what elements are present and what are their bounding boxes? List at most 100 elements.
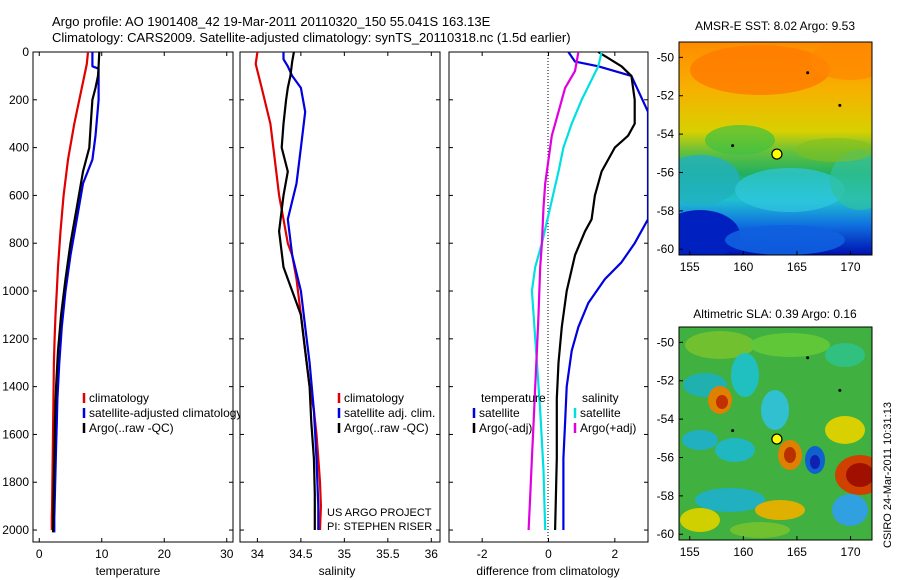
- figure-title: Argo profile: AO 1901408_42 19-Mar-2011 …: [52, 14, 491, 29]
- depth-tick-label: 800: [9, 236, 29, 250]
- sla-argo-marker: [731, 356, 842, 445]
- difference-xlabel: difference from climatology: [476, 564, 619, 578]
- sla-lon-tick-label: 160: [733, 545, 753, 559]
- salinity-series-argo-raw-qc-: [278, 52, 316, 530]
- sla-map-ticks: 155 160 165 170 -50 -52 -54 -56 -58 -60: [657, 335, 861, 559]
- temperature-y-ticks: 0 200 400 600 800 1000 1200 1400 1600 1800 2000: [2, 45, 233, 537]
- salinity-xtick-label: 36: [425, 547, 439, 561]
- sla-lat-tick-label: -60: [657, 527, 675, 541]
- difference-legend-entry-label: satellite: [479, 406, 520, 420]
- salinity-xtick-label: 35: [338, 547, 352, 561]
- depth-tick-label: 2000: [2, 523, 29, 537]
- sst-field: [679, 42, 872, 255]
- depth-tick-label: 200: [9, 93, 29, 107]
- sst-lon-tick-label: 165: [787, 260, 807, 274]
- temperature-xtick-label: 10: [95, 547, 109, 561]
- salinity-xlabel: salinity: [319, 564, 356, 578]
- temperature-panel: 0 200 400 600 800 1000 1200 1400 1600 1800 2000 0 1…: [2, 45, 242, 578]
- sla-lat-tick-label: -56: [657, 450, 675, 464]
- sst-float-dot: [838, 103, 842, 107]
- salinity-legend-entry-label: Argo(..raw -QC): [344, 421, 429, 435]
- figure-subtitle: Climatology: CARS2009. Satellite-adjuste…: [52, 30, 571, 45]
- sst-lat-tick-label: -56: [657, 165, 675, 179]
- depth-tick-label: 600: [9, 188, 29, 202]
- sla-argo-position-marker: [771, 433, 783, 445]
- salinity-lines: [254, 52, 322, 531]
- sst-map-title: AMSR-E SST: 8.02 Argo: 9.53: [695, 19, 855, 33]
- sst-lat-tick-label: -50: [657, 50, 675, 64]
- sla-lon-tick-label: 155: [680, 545, 700, 559]
- difference-xtick-label: -2: [477, 547, 488, 561]
- depth-tick-label: 1800: [2, 475, 29, 489]
- sst-map-ticks: 155 160 165 170 -50 -52 -54 -56 -58 -60: [657, 50, 861, 274]
- sla-float-dot: [838, 388, 842, 392]
- sla-float-dot: [806, 356, 810, 360]
- salinity-panel: 34 34.5 35 35.5 36 salinity climatologysatel…: [239, 51, 441, 578]
- depth-tick-label: 1200: [2, 332, 29, 346]
- sla-lat-tick-label: -54: [657, 412, 675, 426]
- difference-legend: temperature salinitysatelliteArgo(-adj)sa…: [472, 391, 636, 435]
- salinity-y-ticks: [240, 51, 440, 531]
- sla-map: Altimetric SLA: 0.39 Argo: 0.16: [657, 307, 873, 559]
- legend-salinity-heading: salinity: [582, 391, 619, 405]
- temperature-series-climatology: [50, 52, 90, 530]
- salinity-legend-entry-label: climatology: [344, 391, 404, 405]
- difference-legend-entry-label: Argo(+adj): [580, 421, 636, 435]
- depth-tick-label: 400: [9, 141, 29, 155]
- sst-lat-tick-label: -54: [657, 127, 675, 141]
- sst-lat-tick-label: -60: [657, 242, 675, 256]
- sla-lat-tick-label: -58: [657, 489, 675, 503]
- pi-credit: PI: STEPHEN RISER: [327, 521, 432, 533]
- sla-lon-tick-label: 170: [841, 545, 861, 559]
- sst-float-dot: [731, 144, 735, 148]
- temperature-series-satellite-adjusted-climatology: [53, 52, 100, 533]
- difference-lines: [527, 52, 648, 531]
- sst-float-dot: [806, 71, 810, 75]
- salinity-xtick-label: 35.5: [376, 547, 400, 561]
- difference-series-temperature-argo-adj-: [554, 52, 636, 531]
- depth-tick-label: 1600: [2, 427, 29, 441]
- sla-lat-tick-label: -52: [657, 374, 675, 388]
- temperature-axes-box: [32, 51, 234, 543]
- temperature-xtick-label: 20: [158, 547, 172, 561]
- sst-argo-position-marker: [771, 148, 783, 160]
- temperature-xlabel: temperature: [96, 564, 161, 578]
- temperature-xtick-label: 0: [36, 547, 43, 561]
- salinity-xtick-label: 34: [251, 547, 265, 561]
- difference-series-temperature-satellite: [562, 52, 648, 530]
- difference-xtick-label: 0: [545, 547, 552, 561]
- sst-lon-tick-label: 170: [841, 260, 861, 274]
- sst-map: AMSR-E SST: 8.02 Argo: 9.53 155 160 165 170…: [657, 19, 873, 274]
- sla-lon-tick-label: 165: [787, 545, 807, 559]
- temperature-series-argo-raw-qc-: [51, 52, 101, 533]
- sla-map-frame: [678, 326, 873, 541]
- difference-series-salinity-argo-adj-: [527, 52, 580, 531]
- depth-tick-label: 1400: [2, 380, 29, 394]
- difference-x-ticks: -2 0 2: [477, 52, 618, 561]
- temperature-xtick-label: 30: [220, 547, 234, 561]
- salinity-axes-box: [239, 51, 441, 543]
- project-credit: US ARGO PROJECT: [327, 507, 432, 519]
- difference-legend-entry-label: Argo(-adj): [479, 421, 532, 435]
- temperature-lines: [50, 52, 101, 533]
- depth-tick-label: 1000: [2, 284, 29, 298]
- sla-map-title: Altimetric SLA: 0.39 Argo: 0.16: [693, 307, 857, 321]
- csiro-stamp: CSIRO 24-Mar-2011 10:31:13: [882, 402, 894, 548]
- difference-panel: -2 0 2 difference from climatology tempera…: [448, 51, 649, 578]
- sst-map-frame: [678, 41, 873, 256]
- salinity-legend-entry-label: satellite adj. clim.: [344, 406, 435, 420]
- sst-lon-tick-label: 155: [680, 260, 700, 274]
- depth-tick-label: 0: [22, 45, 29, 59]
- difference-axes-box: [448, 51, 649, 543]
- temperature-x-ticks: 0 10 20 30: [36, 52, 234, 561]
- sla-lat-tick-label: -50: [657, 335, 675, 349]
- temperature-legend-entry-label: Argo(..raw -QC): [89, 421, 174, 435]
- legend-temperature-heading: temperature: [481, 391, 546, 405]
- sst-lat-tick-label: -52: [657, 89, 675, 103]
- salinity-xtick-label: 34.5: [289, 547, 313, 561]
- sla-float-dot: [731, 429, 735, 433]
- salinity-series-climatology: [254, 52, 322, 531]
